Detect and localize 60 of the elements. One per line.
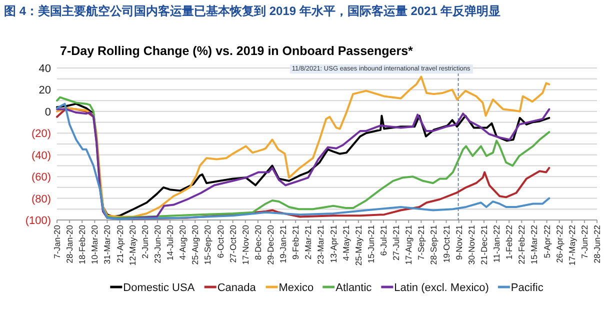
legend-label: Mexico xyxy=(278,282,314,294)
y-tick-label: 0 xyxy=(44,106,51,118)
x-tick-label: 13-Apr-21 xyxy=(328,224,338,263)
x-tick-label: 10-Mar-20 xyxy=(90,224,100,264)
x-tick-label: 19-Oct-21 xyxy=(441,224,452,263)
x-tick-label: 9-Nov-21 xyxy=(454,224,464,260)
x-tick-label: 21-Dec-21 xyxy=(478,224,489,265)
x-tick-label: 23-Mar-21 xyxy=(316,224,326,264)
y-tick-label: 40 xyxy=(38,63,51,75)
legend-label: Pacific xyxy=(510,282,544,294)
x-tick-label: 22-Feb-22 xyxy=(516,224,527,264)
x-tick-label: 2-Mar-21 xyxy=(303,224,314,260)
legend-label: Canada xyxy=(217,282,257,294)
legend-label: Atlantic xyxy=(336,282,372,294)
chart-title: 图 4：美国主要航空公司国内客运量已基本恢复到 2019 年水平，国际客运量 2021 年反弹明显 xyxy=(4,4,501,18)
x-tick-label: 7-Jun-22 xyxy=(579,224,590,259)
x-tick-label: 17-Nov-20 xyxy=(240,224,250,265)
x-tick-label: 29-Dec-20 xyxy=(265,224,276,265)
x-tick-label: 23-Jun-20 xyxy=(152,224,162,264)
x-tick-label: 28-Jan-20 xyxy=(64,224,75,264)
y-tick-label: (60) xyxy=(31,172,51,184)
x-tick-label: 9-Feb-21 xyxy=(290,224,301,260)
chart-subtitle: 7-Day Rolling Change (%) vs. 2019 in Onboard Passengers* xyxy=(60,44,414,58)
x-tick-label: 27-Jul-21 xyxy=(391,224,402,260)
x-tick-label: 11-Jan-22 xyxy=(492,224,502,263)
x-tick-label: 1-Feb-22 xyxy=(504,224,514,260)
x-tick-label: 26-Apr-22 xyxy=(554,224,564,263)
x-tick-label: 8-Dec-20 xyxy=(252,224,263,260)
x-tick-label: 15-Sep-20 xyxy=(202,224,213,265)
x-tick-label: 7-Sep-21 xyxy=(416,224,426,260)
x-tick-label: 4-Aug-20 xyxy=(178,224,188,260)
x-tick-label: 4-May-21 xyxy=(340,224,351,261)
y-tick-label: (40) xyxy=(31,150,51,162)
x-tick-label: 31-Mar-20 xyxy=(102,224,112,264)
y-tick-label: (20) xyxy=(31,128,51,140)
y-tick-label: (100) xyxy=(25,215,51,227)
x-tick-label: 15-Jun-21 xyxy=(366,224,376,264)
x-tick-label: 2-Jun-20 xyxy=(140,224,150,259)
x-tick-label: 17-Aug-21 xyxy=(404,224,414,265)
x-tick-label: 28-Sep-21 xyxy=(428,224,439,265)
x-tick-label: 17-May-22 xyxy=(566,224,577,266)
x-tick-label: 7-Jan-20 xyxy=(52,224,62,259)
x-tick-label: 6-Jul-21 xyxy=(378,224,389,256)
legend-label: Latin (excl. Mexico) xyxy=(394,282,489,294)
x-tick-label: 19-Jan-21 xyxy=(278,224,288,264)
x-tick-label: 12-May-20 xyxy=(127,224,138,266)
x-tick-label: 28-Jun-22 xyxy=(592,224,602,264)
x-tick-label: 30-Nov-21 xyxy=(466,224,476,265)
y-tick-label: 20 xyxy=(38,84,51,97)
x-tick-label: 21-Apr-20 xyxy=(114,224,125,263)
x-tick-label: 15-Mar-22 xyxy=(529,224,540,264)
x-tick-label: 27-Oct-20 xyxy=(228,224,238,263)
x-tick-label: 6-Oct-20 xyxy=(215,224,226,258)
x-tick-label: 14-Jul-20 xyxy=(165,224,176,260)
x-tick-label: 5-Apr-22 xyxy=(542,224,552,258)
x-tick-label: 25-Aug-20 xyxy=(190,224,200,265)
legend-label: Domestic USA xyxy=(123,282,196,294)
x-tick-label: 25-May-21 xyxy=(353,224,364,266)
y-tick-label: (80) xyxy=(31,193,51,206)
x-tick-label: 18-Feb-20 xyxy=(77,224,88,264)
